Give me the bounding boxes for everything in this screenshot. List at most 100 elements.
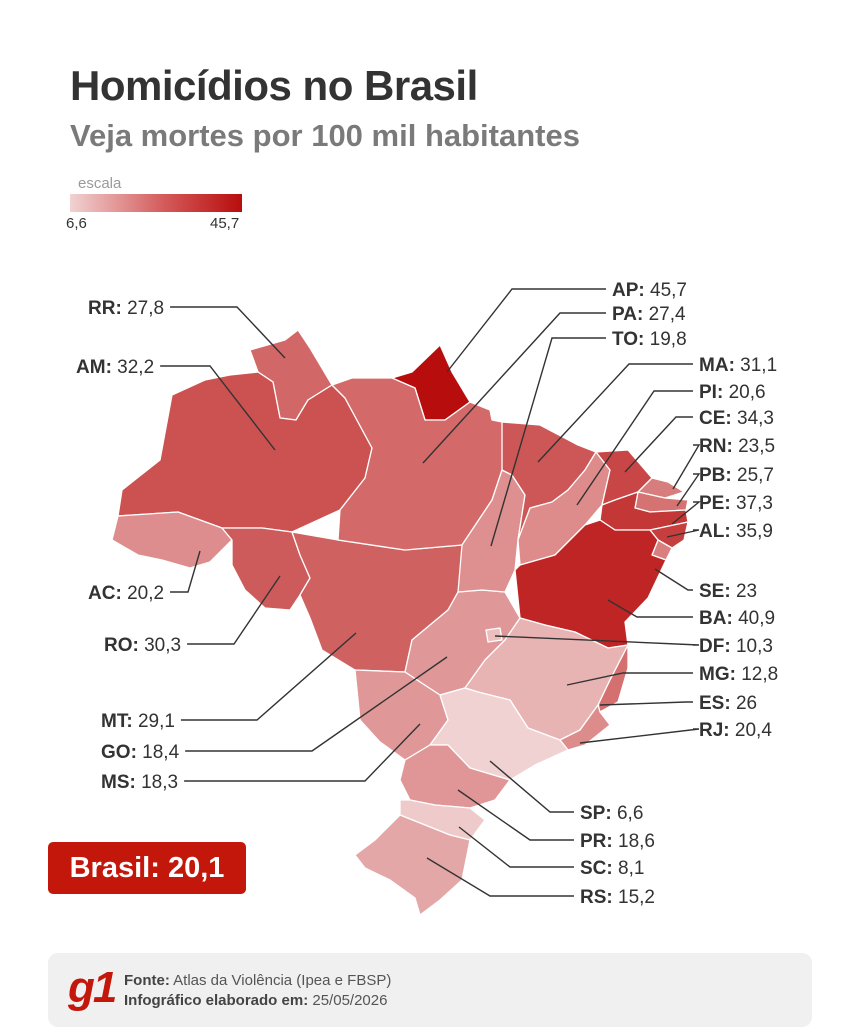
state-label-pi: PI: 20,6 <box>699 382 766 403</box>
state-label-ce: CE: 34,3 <box>699 408 774 429</box>
state-code-pi: PI <box>699 382 717 403</box>
state-label-mg: MG: 12,8 <box>699 664 778 685</box>
state-code-to: TO <box>612 329 638 350</box>
state-label-to: TO: 19,8 <box>612 329 687 350</box>
state-value-mg: 12,8 <box>741 664 778 685</box>
state-code-mg: MG <box>699 664 730 685</box>
national-rate-badge: Brasil: 20,1 <box>48 842 246 894</box>
state-value-to: 19,8 <box>650 329 687 350</box>
state-label-ap: AP: 45,7 <box>612 280 687 301</box>
state-code-ba: BA <box>699 608 727 629</box>
source-label: Fonte: <box>124 972 170 989</box>
leader-line-ms <box>184 723 421 782</box>
state-code-ap: AP <box>612 280 639 301</box>
state-code-pr: PR <box>580 831 607 852</box>
state-label-sc: SC: 8,1 <box>580 858 644 879</box>
state-value-al: 35,9 <box>736 521 773 542</box>
leader-line-ma <box>537 363 693 463</box>
state-label-pe: PE: 37,3 <box>699 493 773 514</box>
leader-line-rr <box>170 306 286 359</box>
state-label-ma: MA: 31,1 <box>699 355 777 376</box>
leader-line-ro <box>187 575 281 645</box>
state-code-go: GO <box>101 742 131 763</box>
state-code-sp: SP <box>580 803 606 824</box>
state-code-mt: MT <box>101 711 129 732</box>
state-value-df: 10,3 <box>736 636 773 657</box>
leader-line-al <box>666 529 700 538</box>
date-label: Infográfico elaborado em: <box>124 992 309 1009</box>
state-code-rs: RS <box>580 887 606 908</box>
state-label-ba: BA: 40,9 <box>699 608 775 629</box>
state-label-go: GO: 18,4 <box>101 742 180 763</box>
states-layer <box>111 329 689 916</box>
state-value-sc: 8,1 <box>618 858 644 879</box>
leader-line-sc <box>458 826 574 868</box>
leader-line-ap <box>446 288 606 373</box>
state-label-ac: AC: 20,2 <box>88 583 164 604</box>
state-code-ms: MS <box>101 772 130 793</box>
scale-min-value: 6,6 <box>66 215 87 232</box>
leader-lines <box>160 288 701 897</box>
scale-label: escala <box>78 175 122 192</box>
state-value-se: 23 <box>736 581 757 602</box>
state-label-mt: MT: 29,1 <box>101 711 175 732</box>
state-code-es: ES <box>699 693 724 714</box>
leader-line-df <box>494 635 700 646</box>
state-label-am: AM: 32,2 <box>76 357 154 378</box>
leader-line-pb <box>676 473 701 507</box>
state-code-rj: RJ <box>699 720 723 741</box>
leader-line-ac <box>170 550 201 593</box>
state-shape-rs <box>354 814 471 916</box>
map-title: Homicídios no Brasil <box>70 62 478 109</box>
state-value-ce: 34,3 <box>737 408 774 429</box>
source-line: Fonte: Atlas da Violência (Ipea e FBSP) <box>124 972 391 989</box>
state-value-ro: 30,3 <box>144 635 181 656</box>
state-code-am: AM <box>76 357 106 378</box>
state-label-rj: RJ: 20,4 <box>699 720 772 741</box>
state-label-df: DF: 10,3 <box>699 636 773 657</box>
state-label-pb: PB: 25,7 <box>699 465 774 486</box>
leader-line-to <box>490 337 606 547</box>
leader-line-pe <box>671 501 701 525</box>
state-value-rn: 23,5 <box>738 436 775 457</box>
leader-line-ce <box>624 416 693 473</box>
state-label-pa: PA: 27,4 <box>612 304 686 325</box>
footer: g1 Fonte: Atlas da Violência (Ipea e FBS… <box>48 953 812 1027</box>
scale-gradient-bar <box>70 194 242 212</box>
state-code-pe: PE <box>699 493 724 514</box>
source-text: Atlas da Violência (Ipea e FBSP) <box>173 972 392 989</box>
state-code-df: DF <box>699 636 724 657</box>
state-value-pa: 27,4 <box>649 304 686 325</box>
state-shape-rn <box>637 477 685 499</box>
national-rate-value: 20,1 <box>167 851 225 884</box>
state-value-pe: 37,3 <box>736 493 773 514</box>
state-code-sc: SC <box>580 858 607 879</box>
state-value-ba: 40,9 <box>738 608 775 629</box>
state-label-al: AL: 35,9 <box>699 521 773 542</box>
leader-line-am <box>160 365 276 451</box>
state-value-rr: 27,8 <box>127 298 164 319</box>
state-label-rn: RN: 23,5 <box>699 436 775 457</box>
state-value-ac: 20,2 <box>127 583 164 604</box>
state-value-rs: 15,2 <box>618 887 655 908</box>
state-shape-df <box>485 627 503 643</box>
state-label-ms: MS: 18,3 <box>101 772 178 793</box>
leader-line-rj <box>579 728 700 744</box>
state-value-sp: 6,6 <box>617 803 643 824</box>
g1-logo: g1 <box>68 963 117 1012</box>
state-label-sp: SP: 6,6 <box>580 803 643 824</box>
state-shape-ba <box>514 519 667 649</box>
state-value-pr: 18,6 <box>618 831 655 852</box>
state-code-ro: RO <box>104 635 133 656</box>
state-value-pi: 20,6 <box>729 382 766 403</box>
leader-line-pa <box>422 312 606 464</box>
state-label-rr: RR: 27,8 <box>88 298 164 319</box>
state-value-ma: 31,1 <box>740 355 777 376</box>
state-label-rs: RS: 15,2 <box>580 887 655 908</box>
leader-line-es <box>599 701 693 706</box>
state-value-go: 18,4 <box>142 742 179 763</box>
leader-line-se <box>654 568 693 591</box>
state-value-am: 32,2 <box>117 357 154 378</box>
leader-line-sp <box>489 760 574 813</box>
scale-max-value: 45,7 <box>210 215 240 232</box>
